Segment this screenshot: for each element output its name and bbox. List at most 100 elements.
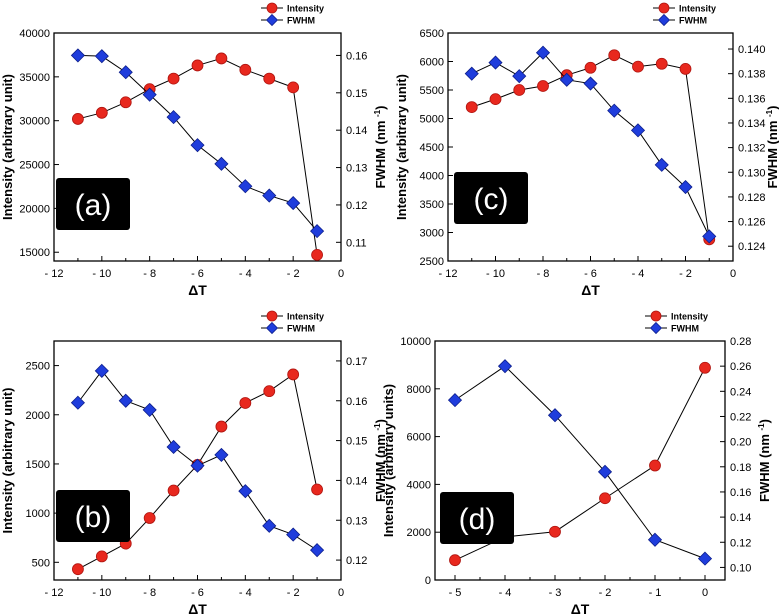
data-point-fwhm [512,69,527,84]
x-tick-label: - 12 [45,268,64,280]
y-left-tick-label: 500 [32,557,50,569]
data-point-fwhm [447,393,463,408]
x-tick-label: - 12 [45,587,64,599]
y-right-axis-title: FWHM (nm -1) [765,106,779,189]
y-left-tick-label: 4000 [420,171,444,183]
x-tick-label: 0 [338,268,344,280]
data-point-intensity [215,420,228,433]
x-tick-label: - 8 [143,587,156,599]
y-right-axis-title-main: FWHM (nm [373,430,388,501]
legend-marker-circle [650,310,662,322]
data-point-intensity [191,59,204,72]
legend-marker-diamond [265,321,279,335]
panel-label: (a) [75,189,112,222]
x-tick-label: - 4 [632,268,645,280]
y-left-tick-label: 20000 [19,203,50,215]
y-left-tick-label: 6000 [420,57,444,69]
data-point-intensity [72,563,84,576]
y-right-tick-label: 0.134 [738,118,766,130]
data-point-intensity [287,81,300,94]
y-right-axis-title-main: FWHM (nm [757,430,772,501]
data-point-fwhm [597,464,613,479]
y-left-tick-label: 1000 [26,508,50,520]
legend: Intensity FWHM [261,310,324,335]
data-point-intensity [215,52,228,65]
legend-marker-circle [266,310,278,322]
data-point-intensity [311,483,323,496]
y-right-axis-title-sup: -1 [373,423,382,431]
y-right-tick-label: 0.13 [346,163,367,175]
y-right-tick-label: 0.15 [346,88,367,100]
y-right-axis-title-sup: -1 [757,423,766,431]
plot-frame [434,340,726,581]
data-point-intensity [239,63,252,76]
x-tick-label: 0 [338,587,344,599]
data-point-fwhm [262,518,277,533]
y-left-tick-label: 4500 [420,142,444,154]
series-line-fwhm [454,365,706,560]
y-left-axis-title: Intensity (arbitrary unit) [394,74,409,220]
x-tick-label: - 6 [191,587,204,599]
data-point-fwhm [654,157,669,172]
data-point-fwhm [702,229,717,244]
data-point-fwhm [238,179,253,194]
y-right-tick-label: 0.12 [346,555,367,567]
legend-marker-circle [266,2,278,14]
legend-label-intensity: Intensity [287,4,324,14]
data-point-fwhm [118,393,133,408]
data-point-fwhm [488,55,503,70]
data-point-fwhm [464,66,479,81]
y-right-tick-label: 0.128 [738,192,766,204]
data-point-fwhm [190,138,205,153]
x-tick-label: - 4 [239,268,252,280]
data-point-intensity [679,63,692,75]
legend-label-fwhm: FWHM [671,324,699,334]
data-point-intensity [263,385,276,398]
panel-label: (b) [75,501,112,534]
x-tick-label: - 10 [486,268,505,280]
data-point-fwhm [238,484,253,499]
y-right-tick-label: 0.22 [730,411,751,423]
x-tick-label: - 10 [92,268,111,280]
x-tick-label: - 8 [537,268,550,280]
panel-label: (d) [459,503,496,536]
x-tick-label: - 12 [439,268,458,280]
data-point-fwhm [630,123,646,138]
data-point-intensity [72,113,84,125]
data-point-fwhm [166,439,181,455]
y-right-tick-label: 0.12 [346,200,367,212]
data-point-fwhm [310,543,325,558]
data-point-fwhm [262,188,277,203]
y-right-axis-title-sup: -1 [765,109,774,117]
data-point-fwhm [583,76,598,91]
panel-label-box [454,172,528,224]
y-right-axis-title-close: ) [373,106,388,110]
data-point-fwhm [535,45,551,60]
y-right-tick-label: 0.14 [346,475,367,487]
data-point-intensity [449,554,461,567]
x-axis-title: ΔT [188,601,207,616]
legend-label-intensity: Intensity [679,4,716,14]
y-right-axis-title-sup: -1 [373,109,382,117]
y-left-tick-label: 8000 [407,384,431,396]
x-tick-label: - 4 [499,587,512,599]
data-point-intensity [311,248,323,261]
data-point-fwhm [190,458,205,473]
data-point-intensity [167,72,180,85]
y-right-tick-label: 0.12 [730,537,751,549]
legend-marker-diamond [649,321,663,335]
data-point-fwhm [547,408,563,423]
data-point-fwhm [607,103,622,118]
data-point-fwhm [647,532,663,547]
y-left-tick-label: 35000 [19,72,50,84]
data-point-fwhm [678,179,693,195]
y-right-tick-label: 0.11 [346,237,367,249]
data-point-intensity [513,84,526,96]
legend-label-intensity: Intensity [671,312,708,322]
data-point-fwhm [94,363,109,378]
y-right-tick-label: 0.138 [738,69,766,81]
data-point-fwhm [118,65,133,80]
x-tick-label: - 6 [584,268,597,280]
y-right-tick-label: 0.130 [738,167,766,179]
data-point-intensity [465,101,478,113]
